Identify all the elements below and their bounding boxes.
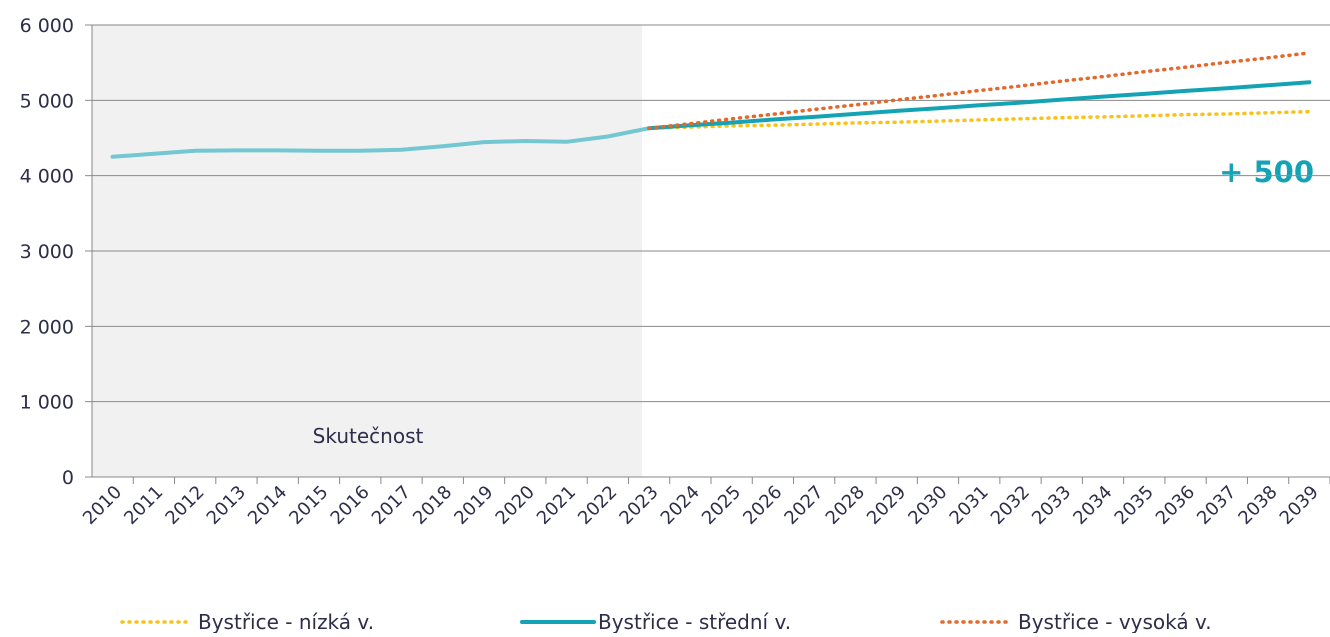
x-tick-label: 2014 [244, 482, 291, 529]
x-tick-label: 2010 [79, 482, 126, 529]
x-tick-label: 2034 [1069, 482, 1116, 529]
legend-label: Bystřice - vysoká v. [1018, 610, 1212, 633]
shaded-annotation: Skutečnost [313, 424, 424, 448]
y-tick-label: 4 000 [20, 166, 74, 188]
x-tick-label: 2016 [327, 482, 374, 529]
series-line [647, 80, 1312, 131]
legend-label: Bystřice - střední v. [598, 610, 791, 633]
x-tick-label: 2023 [615, 482, 662, 529]
x-tick-label: 2036 [1152, 482, 1199, 529]
x-tick-label: 2024 [657, 482, 704, 529]
x-tick-label: 2027 [780, 482, 827, 529]
x-tick-label: 2029 [863, 482, 910, 529]
legend-label: Bystřice - nízká v. [198, 610, 374, 633]
x-tick-label: 2033 [1028, 482, 1075, 529]
y-tick-label: 5 000 [20, 90, 74, 112]
x-tick-label: 2032 [987, 482, 1034, 529]
x-tick-label: 2011 [120, 482, 167, 529]
x-tick-label: 2031 [946, 482, 993, 529]
series-line [647, 109, 1312, 130]
x-tick-label: 2022 [574, 482, 621, 529]
x-tick-label: 2038 [1234, 482, 1281, 529]
change-annotation: + 500 [1219, 155, 1314, 189]
x-tick-label: 2037 [1193, 482, 1240, 529]
x-tick-label: 2035 [1111, 482, 1158, 529]
x-tick-label: 2020 [492, 482, 539, 529]
y-tick-label: 3 000 [20, 241, 74, 263]
x-tick-label: 2017 [368, 482, 415, 529]
y-tick-label: 6 000 [20, 15, 74, 37]
x-tick-label: 2019 [450, 482, 497, 529]
x-tick-label: 2028 [822, 482, 869, 529]
x-tick-label: 2039 [1276, 482, 1323, 529]
series-line [647, 51, 1312, 130]
series-line [110, 126, 652, 159]
y-tick-label: 2 000 [20, 316, 74, 338]
x-tick-label: 2015 [285, 482, 332, 529]
y-tick-label: 0 [62, 467, 74, 489]
x-tick-label: 2030 [904, 482, 951, 529]
x-tick-label: 2012 [161, 482, 208, 529]
x-tick-label: 2013 [203, 482, 250, 529]
x-tick-label: 2021 [533, 482, 580, 529]
x-tick-label: 2026 [739, 482, 786, 529]
x-tick-label: 2018 [409, 482, 456, 529]
y-tick-label: 1 000 [20, 392, 74, 414]
x-tick-label: 2025 [698, 482, 745, 529]
